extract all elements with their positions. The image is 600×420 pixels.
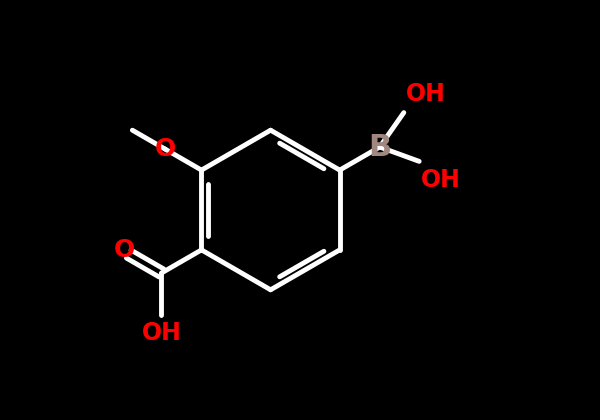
Text: O: O bbox=[114, 238, 135, 262]
Text: OH: OH bbox=[142, 321, 181, 345]
Text: OH: OH bbox=[421, 168, 461, 192]
Text: OH: OH bbox=[406, 82, 446, 106]
Text: B: B bbox=[368, 132, 391, 162]
Text: O: O bbox=[154, 137, 176, 161]
